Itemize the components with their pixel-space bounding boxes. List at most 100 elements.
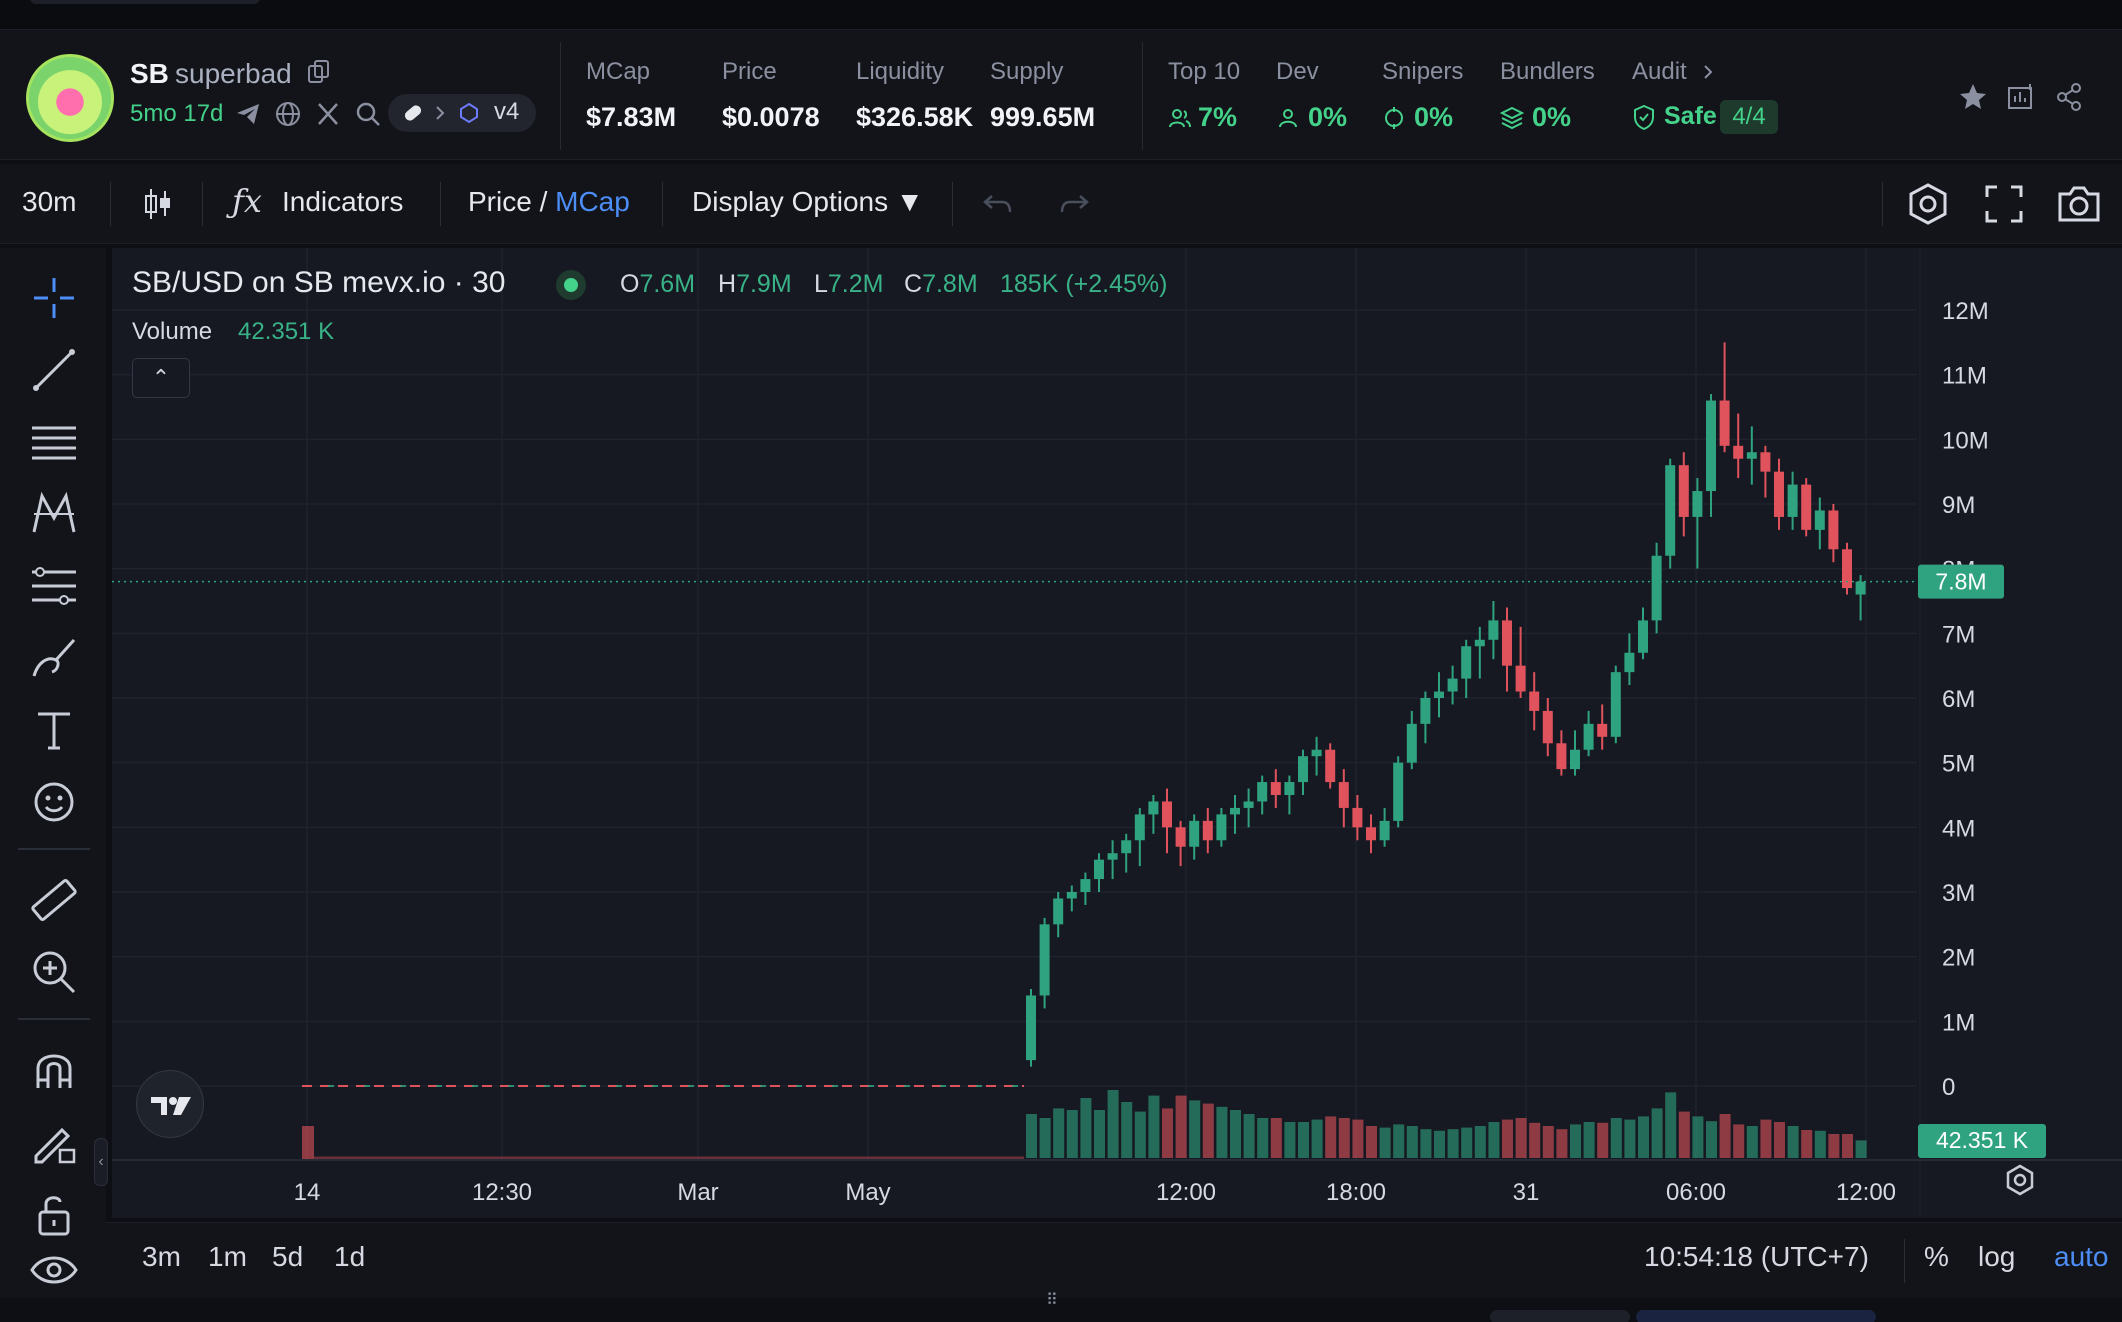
lock-drawing-icon[interactable] [28, 1116, 80, 1168]
chevron-right-icon[interactable] [1700, 62, 1716, 82]
ohlc-high: H7.9M [718, 270, 792, 299]
volume-bar [1447, 1129, 1459, 1158]
candle-up [1189, 820, 1200, 847]
volume-bar [1461, 1127, 1473, 1158]
y-axis-label: 0 [1942, 1074, 1955, 1101]
volume-bar [1774, 1122, 1785, 1158]
liquidity-label: Liquidity [856, 58, 945, 85]
candle-type-icon[interactable] [140, 186, 176, 222]
candle-up [1134, 814, 1145, 841]
chart-grid [112, 248, 1917, 1160]
mcap-option[interactable]: MCap [555, 186, 630, 217]
text-tool-icon[interactable] [28, 704, 80, 756]
range-1m[interactable]: 1m [208, 1241, 247, 1272]
candle-down [1325, 749, 1336, 783]
window-top-strip [0, 0, 2122, 30]
ohlc-high-key: H [718, 270, 737, 298]
log-toggle[interactable]: log [1978, 1241, 2016, 1272]
eye-icon[interactable] [28, 1244, 80, 1296]
brush-icon[interactable] [28, 632, 80, 684]
candle-down [1842, 549, 1852, 589]
collapse-toolbar-tab[interactable]: ‹ [94, 1138, 108, 1186]
horizontal-lines-icon[interactable] [28, 416, 80, 468]
candle-up [1420, 698, 1431, 724]
volume-bar [1066, 1110, 1078, 1158]
indicators-button[interactable]: Indicators [282, 186, 404, 217]
star-icon[interactable] [1958, 82, 1988, 112]
volume-bar [1474, 1126, 1486, 1158]
last-price-tag [1918, 564, 2004, 599]
x-axis-label: 12:30 [472, 1179, 532, 1206]
range-3m[interactable]: 3m [142, 1241, 181, 1272]
zoom-in-icon[interactable] [28, 946, 80, 998]
chart-pane[interactable]: 12M11M10M9M8M7M6M5M4M3M2M1M01412:30MarMa… [112, 248, 2122, 1218]
range-1d[interactable]: 1d [334, 1241, 366, 1272]
ohlc-high-value: 7.9M [736, 270, 792, 298]
time-axis-settings-icon[interactable] [2006, 1164, 2034, 1196]
volume-bar [1542, 1126, 1554, 1158]
volume-bar [302, 1126, 314, 1160]
top-tab-handle[interactable] [30, 0, 260, 4]
fullscreen-icon[interactable] [1984, 184, 2024, 224]
chart-add-icon[interactable] [2006, 82, 2036, 112]
percent-toggle[interactable]: % [1924, 1241, 1949, 1272]
candle-up [1393, 762, 1404, 821]
magnet-icon[interactable] [28, 1044, 80, 1096]
candle-up [1787, 484, 1798, 517]
price-mcap-toggle[interactable]: Price / MCap [468, 186, 630, 218]
chart-legend-title: SB/USD on SB mevx.io · 30 [132, 266, 506, 299]
display-options-dropdown[interactable]: Display Options ▼ [692, 186, 924, 217]
tradingview-logo[interactable] [136, 1070, 204, 1138]
price-option[interactable]: Price [468, 186, 532, 217]
pattern-tool-icon[interactable] [28, 488, 80, 540]
share-icon[interactable] [2054, 82, 2084, 112]
dex-chip[interactable] [388, 94, 536, 132]
divider [662, 182, 663, 226]
crosshair-cursor-icon[interactable] [28, 272, 80, 324]
footer-tab[interactable] [1490, 1310, 1630, 1322]
candle-down [1366, 827, 1376, 841]
telegram-icon[interactable] [234, 100, 262, 128]
dev-value: 0% [1308, 102, 1348, 132]
search-icon[interactable] [354, 100, 382, 128]
unlock-icon[interactable] [28, 1188, 80, 1240]
resize-handle-icon[interactable]: ⠿ [1046, 1292, 1058, 1309]
volume-bar [1134, 1111, 1146, 1158]
volume-bar [1162, 1108, 1173, 1158]
candle-up [1066, 892, 1077, 899]
candle-up [1583, 723, 1594, 750]
volume-bar [1842, 1134, 1853, 1158]
ohlc-close-value: 7.8M [922, 270, 978, 298]
trend-line-icon[interactable] [28, 344, 80, 396]
y-axis-label: 9M [1942, 492, 1975, 519]
auto-scale-toggle[interactable]: auto [2054, 1241, 2109, 1272]
audit-label[interactable]: Audit [1632, 58, 1687, 85]
clock-timezone[interactable]: 10:54:18 (UTC+7) [1644, 1241, 1869, 1272]
undo-icon[interactable] [982, 190, 1014, 218]
footer-strip [0, 1298, 2122, 1322]
footer-tab-active[interactable] [1636, 1310, 1876, 1322]
volume-bar [1787, 1126, 1799, 1158]
ruler-icon[interactable] [28, 874, 80, 926]
candle-up [1474, 639, 1485, 647]
fib-tool-icon[interactable] [28, 560, 80, 612]
volume-bar [1094, 1110, 1105, 1158]
candle-up [1447, 678, 1458, 692]
redo-icon[interactable] [1058, 190, 1090, 218]
price-chart[interactable]: 12M11M10M9M8M7M6M5M4M3M2M1M01412:30MarMa… [112, 248, 2122, 1218]
fx-indicators-icon[interactable]: ƒx [232, 182, 262, 220]
copy-icon[interactable] [308, 60, 330, 84]
camera-icon[interactable] [2056, 184, 2102, 224]
website-globe-icon[interactable] [274, 100, 302, 128]
collapse-legend-button[interactable]: ⌃ [132, 358, 190, 398]
x-axis-label: Mar [677, 1179, 718, 1206]
volume-bar [1733, 1124, 1745, 1158]
candle-down [1801, 484, 1812, 530]
range-5d[interactable]: 5d [272, 1241, 304, 1272]
candle-up [1148, 801, 1159, 815]
y-axis-label: 7M [1942, 621, 1975, 648]
settings-hexagon-icon[interactable] [1906, 182, 1950, 226]
x-twitter-icon[interactable] [314, 100, 342, 128]
interval-selector[interactable]: 30m [22, 186, 77, 217]
emoji-icon[interactable] [28, 776, 80, 828]
